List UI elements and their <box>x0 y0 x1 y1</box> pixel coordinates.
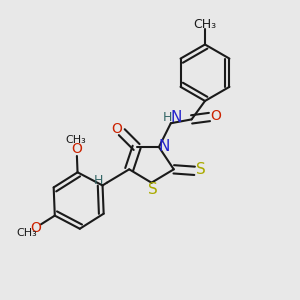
Text: O: O <box>30 221 41 235</box>
Text: O: O <box>71 142 82 156</box>
Text: O: O <box>111 122 122 136</box>
Text: H: H <box>94 174 103 187</box>
Text: S: S <box>148 182 158 197</box>
Text: N: N <box>170 110 182 125</box>
Text: O: O <box>210 110 221 123</box>
Text: CH₃: CH₃ <box>17 228 38 238</box>
Text: CH₃: CH₃ <box>194 18 217 31</box>
Text: H: H <box>163 111 172 124</box>
Text: S: S <box>196 162 206 177</box>
Text: N: N <box>159 139 170 154</box>
Text: CH₃: CH₃ <box>66 135 87 145</box>
